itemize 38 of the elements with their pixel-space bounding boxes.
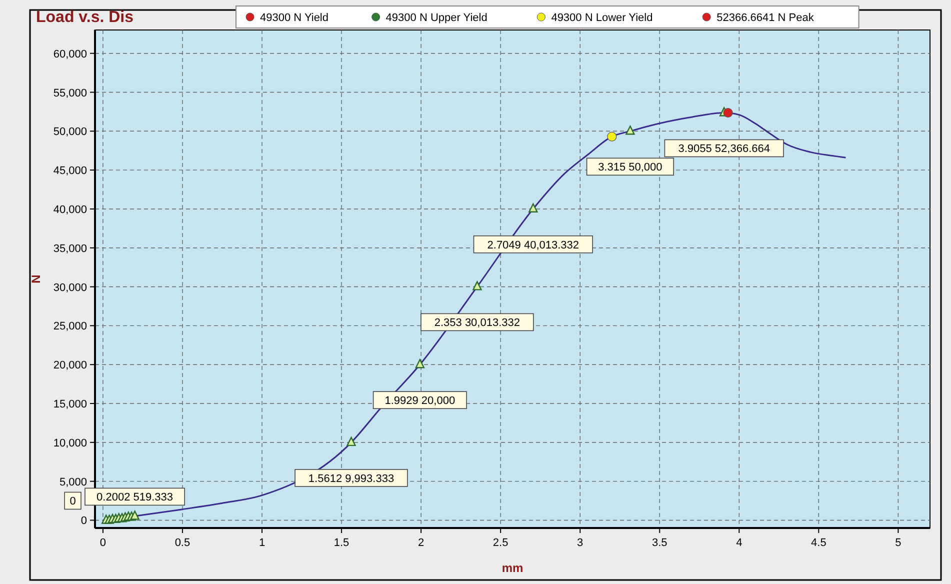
chart-title: Load v.s. Dis	[36, 9, 134, 26]
x-axis-title: mm	[502, 561, 524, 575]
y-tick-label: 20,000	[53, 360, 87, 372]
x-tick-label: 1	[258, 537, 266, 549]
y-tick-label: 25,000	[53, 320, 87, 333]
x-tick-label: 3.5	[652, 537, 668, 549]
annotation: 1.5612 9,993.333	[308, 472, 394, 485]
annotation: 3.315 50,000	[598, 162, 662, 174]
x-tick-label: 4.5	[811, 537, 826, 549]
y-tick-label: 40,000	[53, 204, 87, 216]
x-tick-label: 5	[895, 537, 902, 549]
x-tick-label: 4	[736, 537, 742, 549]
annotation: 3.9055 52,366.664	[678, 143, 770, 156]
annotation: 2.7049 40,013.332	[487, 239, 580, 252]
y-tick-label: 35,000	[53, 242, 87, 255]
y-tick-label: 5,000	[59, 476, 87, 488]
x-tick-label: 0.5	[174, 537, 190, 549]
annotation: 2.353 30,013.332	[434, 317, 520, 330]
x-tick-label: 3	[577, 537, 584, 549]
legend-label: 49300 N Upper Yield	[386, 12, 488, 24]
y-tick-label: 55,000	[53, 87, 87, 100]
x-tick-label: 0	[100, 537, 106, 549]
legend-label: 49300 N Yield	[260, 12, 328, 24]
x-tick-label: 2.5	[492, 537, 508, 549]
x-tick-label: 1.5	[334, 537, 350, 549]
y-tick-label: 45,000	[53, 165, 87, 178]
y-tick-label: 30,000	[53, 282, 87, 294]
legend-label: 52366.6641 N Peak	[716, 12, 814, 24]
y-tick-label: 50,000	[53, 126, 87, 138]
y-tick-label: 15,000	[53, 398, 87, 410]
annotation: 1.9929 20,000	[384, 395, 456, 408]
x-tick-label: 2	[418, 537, 424, 549]
y-tick-label: 0	[80, 515, 87, 528]
annotation: 0.2002 519.333	[96, 492, 174, 504]
y-tick-label: 60,000	[53, 48, 87, 60]
y-axis-title: N	[29, 274, 43, 284]
y-tick-label: 10,000	[53, 437, 87, 450]
legend-label: 49300 N Lower Yield	[551, 12, 653, 24]
